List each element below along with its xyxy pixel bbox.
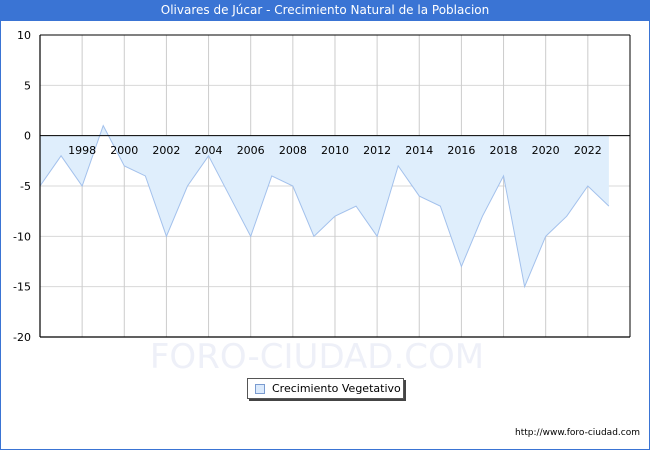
chart-title: Olivares de Júcar - Crecimiento Natural … xyxy=(0,0,650,21)
x-tick-label: 2022 xyxy=(574,144,602,157)
y-tick-label: -5 xyxy=(20,180,31,193)
y-tick-label: 10 xyxy=(17,29,31,42)
x-tick-label: 2020 xyxy=(532,144,560,157)
x-tick-label: 2006 xyxy=(237,144,265,157)
legend: Crecimiento Vegetativo xyxy=(247,378,404,399)
x-tick-label: 2004 xyxy=(195,144,223,157)
x-tick-label: 2010 xyxy=(321,144,349,157)
data-line xyxy=(39,124,610,289)
x-tick-label: 2016 xyxy=(447,144,475,157)
watermark: FORO-CIUDAD.COM xyxy=(150,337,484,377)
x-tick-label: 1998 xyxy=(68,144,96,157)
source-url: http://www.foro-ciudad.com xyxy=(515,428,640,438)
area-fill xyxy=(40,125,609,287)
x-tick-label: 2000 xyxy=(110,144,138,157)
legend-swatch-icon xyxy=(255,384,265,394)
x-tick-label: 2008 xyxy=(279,144,307,157)
x-tick-label: 2018 xyxy=(490,144,518,157)
legend-label: Crecimiento Vegetativo xyxy=(272,382,401,395)
y-tick-label: -20 xyxy=(13,331,31,344)
y-tick-label: -10 xyxy=(13,230,31,243)
x-tick-label: 2014 xyxy=(405,144,433,157)
y-tick-label: -15 xyxy=(13,281,31,294)
x-tick-label: 2002 xyxy=(152,144,180,157)
x-tick-label: 2012 xyxy=(363,144,391,157)
y-tick-label: 5 xyxy=(24,79,31,92)
y-tick-label: 0 xyxy=(24,130,31,143)
